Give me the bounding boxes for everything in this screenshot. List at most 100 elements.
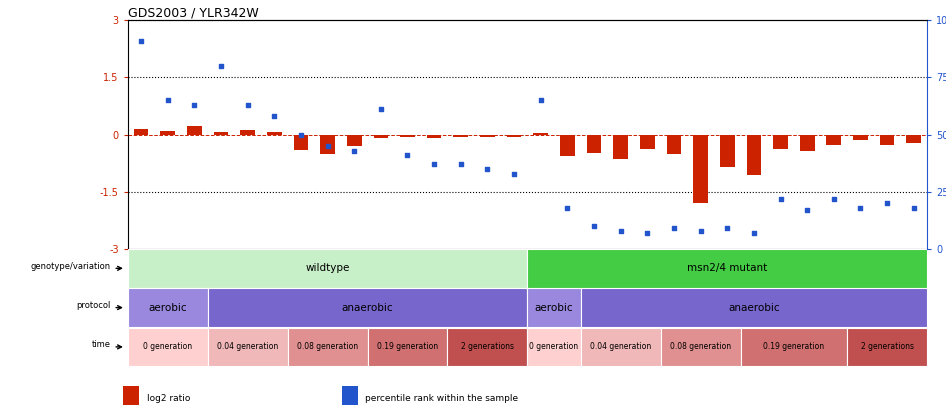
Text: genotype/variation: genotype/variation — [30, 262, 111, 271]
Bar — [640, 134, 655, 149]
Point — [293, 131, 308, 138]
Bar — [342, 386, 358, 405]
Text: 0 generation: 0 generation — [530, 342, 579, 352]
Bar — [128, 288, 207, 327]
Bar — [741, 328, 847, 366]
Point — [613, 228, 628, 234]
Bar — [746, 134, 762, 175]
Text: msn2/4 mutant: msn2/4 mutant — [687, 263, 767, 273]
Bar — [693, 134, 708, 203]
Bar — [581, 328, 660, 366]
Point — [506, 171, 521, 177]
Bar — [453, 134, 468, 137]
Bar — [207, 328, 288, 366]
Point — [720, 225, 735, 232]
Bar — [527, 249, 927, 288]
Bar — [447, 328, 527, 366]
Point — [666, 225, 681, 232]
Bar — [534, 133, 548, 134]
Bar — [133, 129, 149, 134]
Bar — [667, 134, 681, 154]
Bar — [880, 134, 894, 145]
Bar — [660, 328, 741, 366]
Bar — [240, 130, 254, 134]
Text: aerobic: aerobic — [149, 303, 187, 313]
Bar — [527, 328, 581, 366]
Point — [400, 152, 415, 158]
Bar — [581, 288, 927, 327]
Bar — [527, 288, 581, 327]
Text: 0.08 generation: 0.08 generation — [297, 342, 359, 352]
Bar — [207, 288, 527, 327]
Bar — [853, 134, 867, 140]
Point — [160, 97, 175, 104]
Text: time: time — [92, 341, 111, 350]
Bar — [267, 132, 282, 134]
Text: 2 generations: 2 generations — [461, 342, 514, 352]
Text: protocol: protocol — [77, 301, 111, 310]
Text: anaerobic: anaerobic — [342, 303, 394, 313]
Point — [214, 63, 229, 69]
Bar — [374, 134, 388, 139]
Bar — [123, 386, 139, 405]
Bar — [400, 134, 414, 137]
Point — [186, 102, 201, 108]
Bar — [481, 134, 495, 137]
Bar — [827, 134, 841, 145]
Point — [639, 230, 655, 236]
Bar — [161, 131, 175, 134]
Bar — [293, 134, 308, 150]
Text: 0.19 generation: 0.19 generation — [377, 342, 438, 352]
Text: percentile rank within the sample: percentile rank within the sample — [365, 394, 518, 403]
Bar — [587, 134, 602, 153]
Point — [133, 38, 149, 44]
Text: aerobic: aerobic — [534, 303, 573, 313]
Bar — [288, 328, 367, 366]
Point — [587, 223, 602, 229]
Text: 0.19 generation: 0.19 generation — [763, 342, 824, 352]
Point — [427, 161, 442, 168]
Text: 2 generations: 2 generations — [861, 342, 914, 352]
Bar — [321, 134, 335, 154]
Bar — [187, 126, 201, 134]
Point — [453, 161, 468, 168]
Bar — [427, 134, 442, 139]
Bar — [128, 328, 207, 366]
Point — [906, 205, 921, 211]
Point — [346, 147, 361, 154]
Text: log2 ratio: log2 ratio — [147, 394, 190, 403]
Point — [746, 230, 762, 236]
Point — [693, 228, 709, 234]
Point — [853, 205, 868, 211]
Point — [374, 106, 389, 113]
Text: wildtype: wildtype — [306, 263, 350, 273]
Text: anaerobic: anaerobic — [728, 303, 780, 313]
Bar — [773, 134, 788, 149]
Point — [560, 205, 575, 211]
Point — [880, 200, 895, 207]
Text: 0.08 generation: 0.08 generation — [670, 342, 731, 352]
Point — [480, 166, 495, 172]
Point — [240, 102, 255, 108]
Point — [534, 97, 549, 104]
Text: 0.04 generation: 0.04 generation — [590, 342, 651, 352]
Bar — [906, 134, 921, 143]
Point — [826, 196, 841, 202]
Bar — [613, 134, 628, 160]
Text: GDS2003 / YLR342W: GDS2003 / YLR342W — [128, 6, 258, 19]
Bar — [214, 132, 228, 134]
Bar — [800, 134, 815, 151]
Bar — [847, 328, 927, 366]
Bar — [720, 134, 734, 167]
Bar — [560, 134, 574, 156]
Point — [799, 207, 815, 213]
Bar — [367, 328, 447, 366]
Point — [267, 113, 282, 119]
Point — [320, 143, 335, 149]
Bar — [128, 249, 527, 288]
Bar — [347, 134, 361, 146]
Point — [773, 196, 788, 202]
Text: 0 generation: 0 generation — [143, 342, 192, 352]
Bar — [507, 134, 521, 137]
Text: 0.04 generation: 0.04 generation — [217, 342, 278, 352]
